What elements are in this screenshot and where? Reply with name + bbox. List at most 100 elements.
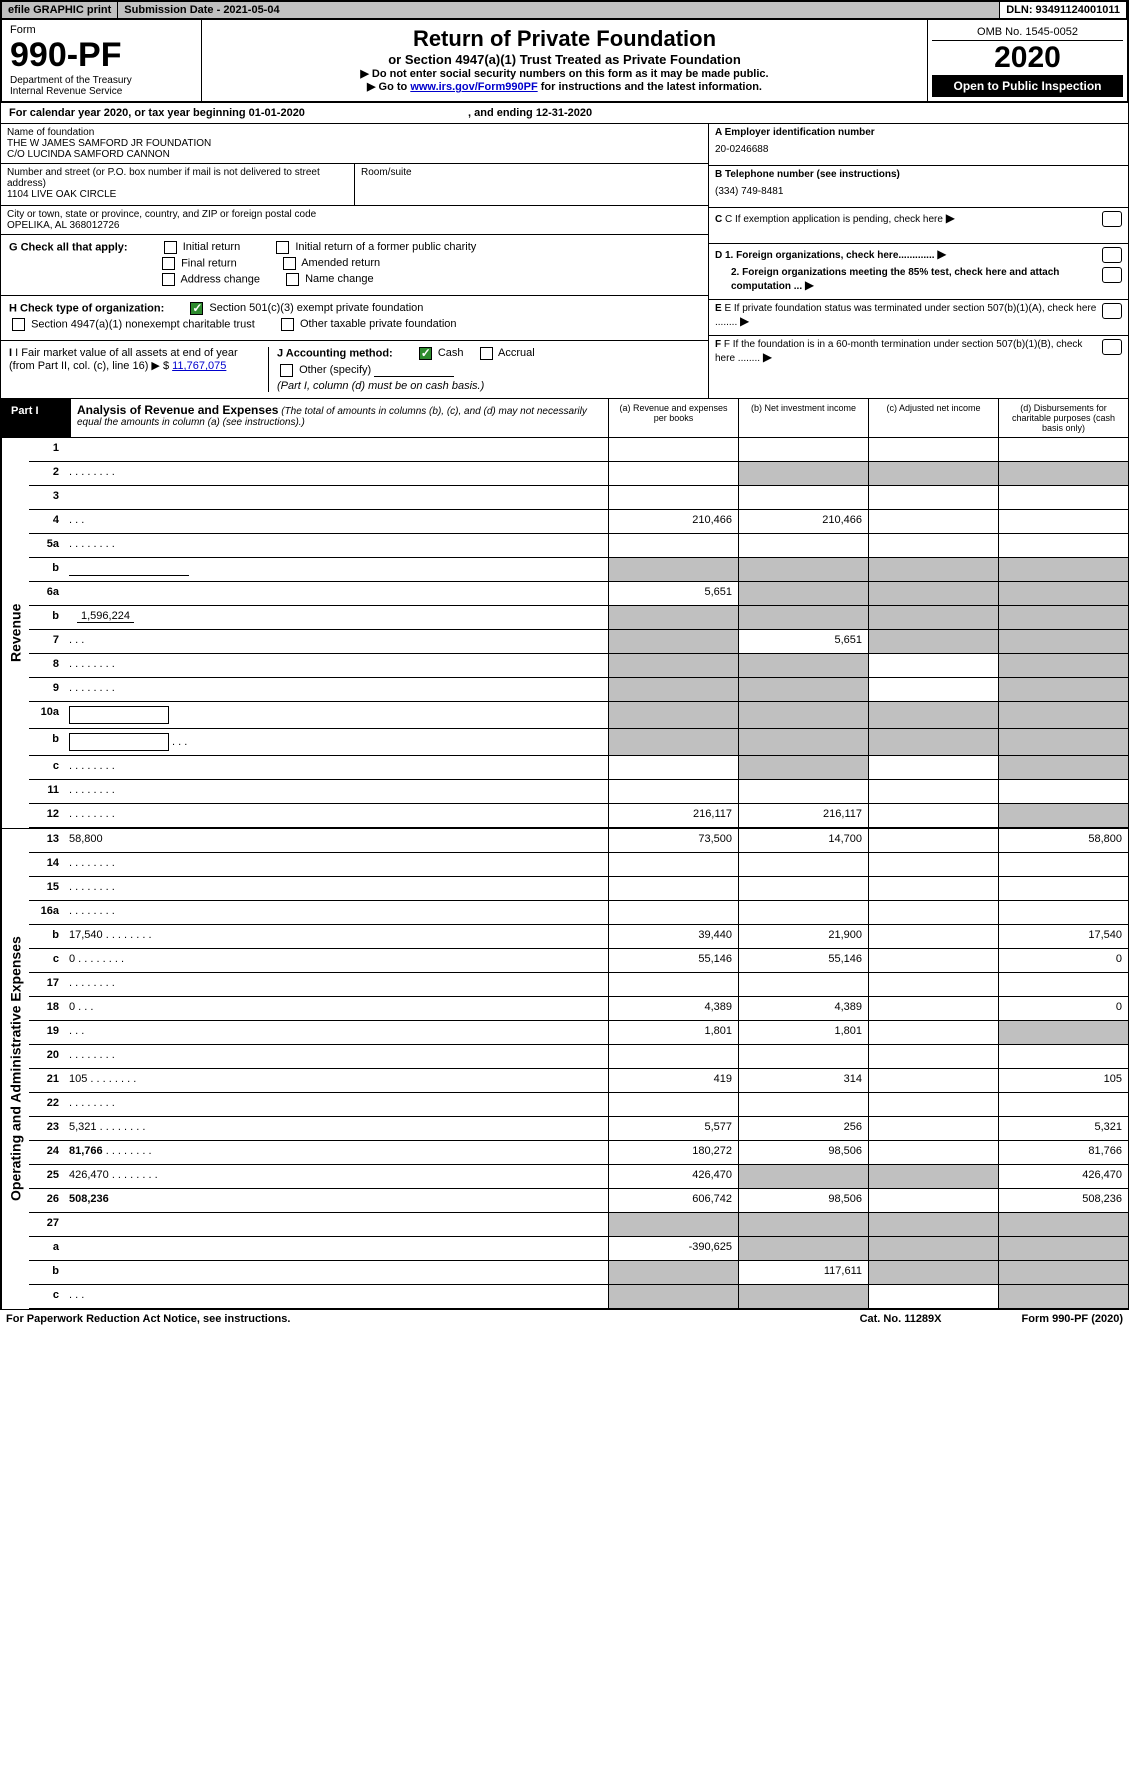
- row-value-c: [868, 1045, 998, 1068]
- row-number: 2: [29, 462, 65, 485]
- row-value-c: [868, 949, 998, 972]
- table-row: 1: [29, 438, 1128, 462]
- table-row: 20: [29, 1045, 1128, 1069]
- other-taxable-checkbox[interactable]: [281, 318, 294, 331]
- row-value-c: [868, 1117, 998, 1140]
- row-description: [65, 729, 608, 755]
- row-value-d: [998, 1237, 1128, 1260]
- form-ref: Form 990-PF (2020): [1022, 1313, 1123, 1325]
- row-value-a: 419: [608, 1069, 738, 1092]
- row-value-c: [868, 702, 998, 728]
- row-description: [65, 1285, 608, 1308]
- row-number: 11: [29, 780, 65, 803]
- page-footer: For Paperwork Reduction Act Notice, see …: [0, 1310, 1129, 1328]
- row-number: b: [29, 729, 65, 755]
- row-value-b: 117,611: [738, 1261, 868, 1284]
- row-description: 58,800: [65, 829, 608, 852]
- row-description: [65, 702, 608, 728]
- address-change-checkbox[interactable]: [162, 273, 175, 286]
- table-row: 2481,766180,27298,50681,766: [29, 1141, 1128, 1165]
- row-value-b: [738, 558, 868, 581]
- e-label: E If private foundation status was termi…: [715, 303, 1096, 328]
- row-value-d: 81,766: [998, 1141, 1128, 1164]
- table-row: 2: [29, 462, 1128, 486]
- d2-label: 2. Foreign organizations meeting the 85%…: [731, 267, 1059, 292]
- row-number: 19: [29, 1021, 65, 1044]
- row-value-c: [868, 729, 998, 755]
- row-value-a: 5,577: [608, 1117, 738, 1140]
- terminated-checkbox[interactable]: [1102, 303, 1122, 319]
- row-value-a: 73,500: [608, 829, 738, 852]
- initial-return-checkbox[interactable]: [164, 241, 177, 254]
- row-value-c: [868, 654, 998, 677]
- name-change-checkbox[interactable]: [286, 273, 299, 286]
- row-value-b: 98,506: [738, 1189, 868, 1212]
- row-value-c: [868, 606, 998, 629]
- row-value-d: [998, 901, 1128, 924]
- table-row: c055,14655,1460: [29, 949, 1128, 973]
- final-return-checkbox[interactable]: [162, 257, 175, 270]
- row-value-c: [868, 510, 998, 533]
- row-value-c: [868, 582, 998, 605]
- table-row: 10a: [29, 702, 1128, 729]
- row-value-c: [868, 630, 998, 653]
- form-subtitle: or Section 4947(a)(1) Trust Treated as P…: [208, 52, 921, 67]
- cash-basis-note: (Part I, column (d) must be on cash basi…: [277, 380, 484, 392]
- row-value-a: -390,625: [608, 1237, 738, 1260]
- part-1-label: Part I: [1, 399, 71, 437]
- fmv-value[interactable]: 11,767,075: [172, 360, 226, 372]
- row-value-b: [738, 756, 868, 779]
- exemption-pending-checkbox[interactable]: [1102, 211, 1122, 227]
- name-of-foundation-label: Name of foundation: [7, 127, 702, 138]
- row-value-a: [608, 1285, 738, 1308]
- table-row: 17: [29, 973, 1128, 997]
- row-value-b: 256: [738, 1117, 868, 1140]
- row-value-b: 55,146: [738, 949, 868, 972]
- row-value-c: [868, 1189, 998, 1212]
- instruction-1: ▶ Do not enter social security numbers o…: [208, 67, 921, 80]
- foreign-org-checkbox[interactable]: [1102, 247, 1122, 263]
- row-value-c: [868, 1285, 998, 1308]
- 60-month-checkbox[interactable]: [1102, 339, 1122, 355]
- form-label: Form: [10, 24, 193, 36]
- row-number: 17: [29, 973, 65, 996]
- row-value-b: [738, 678, 868, 701]
- accrual-checkbox[interactable]: [480, 347, 493, 360]
- row-number: b: [29, 558, 65, 581]
- amended-return-checkbox[interactable]: [283, 257, 296, 270]
- city-value: OPELIKA, AL 368012726: [7, 220, 702, 231]
- 4947-checkbox[interactable]: [12, 318, 25, 331]
- table-row: 15: [29, 877, 1128, 901]
- cat-no: Cat. No. 11289X: [860, 1313, 942, 1325]
- row-value-c: [868, 853, 998, 876]
- dln: DLN: 93491124001011: [1000, 2, 1127, 18]
- row-value-c: [868, 462, 998, 485]
- 85-test-checkbox[interactable]: [1102, 267, 1122, 283]
- table-row: c: [29, 1285, 1128, 1309]
- form990pf-link[interactable]: www.irs.gov/Form990PF: [410, 81, 537, 93]
- table-row: b 1,596,224: [29, 606, 1128, 630]
- 501c3-checkbox[interactable]: [190, 302, 203, 315]
- row-value-d: [998, 853, 1128, 876]
- row-value-a: [608, 702, 738, 728]
- row-description: [65, 558, 608, 581]
- cash-checkbox[interactable]: [419, 347, 432, 360]
- foundation-name-1: THE W JAMES SAMFORD JR FOUNDATION: [7, 138, 702, 149]
- row-value-c: [868, 1237, 998, 1260]
- row-description: 0: [65, 997, 608, 1020]
- table-row: b: [29, 729, 1128, 756]
- row-value-a: [608, 438, 738, 461]
- initial-former-checkbox[interactable]: [276, 241, 289, 254]
- d1-label: D 1. Foreign organizations, check here..…: [715, 250, 935, 261]
- row-value-d: [998, 438, 1128, 461]
- row-value-a: 4,389: [608, 997, 738, 1020]
- ein-label: A Employer identification number: [715, 127, 875, 138]
- row-value-d: [998, 1021, 1128, 1044]
- row-value-b: [738, 973, 868, 996]
- row-value-b: [738, 486, 868, 509]
- other-method-checkbox[interactable]: [280, 364, 293, 377]
- row-description: 17,540: [65, 925, 608, 948]
- row-value-b: 98,506: [738, 1141, 868, 1164]
- row-value-c: [868, 997, 998, 1020]
- row-value-c: [868, 1213, 998, 1236]
